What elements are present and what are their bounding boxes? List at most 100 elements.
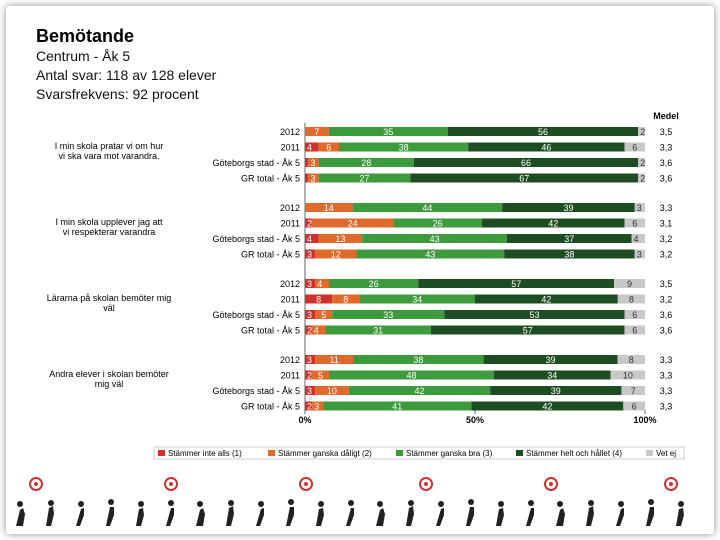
target-icon xyxy=(29,477,678,491)
bar-value-label: 3 xyxy=(637,250,642,260)
bar-segment xyxy=(318,234,363,243)
bar-segment xyxy=(328,127,448,136)
bar-value-label: 56 xyxy=(538,127,548,137)
bar-value-label: 2 xyxy=(307,402,312,412)
response-rate-line: Svarsfrekvens: 92 procent xyxy=(36,86,199,102)
bar-value-label: 57 xyxy=(523,326,533,336)
bar-value-label: 10 xyxy=(327,386,337,396)
bar-value-label: 43 xyxy=(425,250,435,260)
bar-segment xyxy=(475,294,618,304)
row-label: Göteborgs stad - Åk 5 xyxy=(212,386,300,396)
bar-segment xyxy=(444,310,625,319)
bar-segment xyxy=(348,386,491,395)
bar-value-label: 28 xyxy=(361,158,371,168)
bar-segment xyxy=(353,355,484,364)
bar-segment xyxy=(315,279,330,288)
legend-swatch xyxy=(396,450,403,456)
legend-box xyxy=(153,446,685,460)
x-tick-label: 100% xyxy=(633,415,656,425)
bar-segment xyxy=(323,401,472,411)
medel-value: 3,5 xyxy=(660,127,673,137)
bar-segment xyxy=(315,249,357,259)
bar-value-label: 10 xyxy=(623,371,633,381)
bar-value-label: 3 xyxy=(310,158,315,168)
bar-value-label: 13 xyxy=(335,234,345,244)
bar-segment xyxy=(504,249,635,259)
bar-value-label: 67 xyxy=(519,174,529,184)
bar-value-label: 4 xyxy=(634,234,639,244)
bar-value-label: 3 xyxy=(307,310,312,320)
medel-value: 3,3 xyxy=(660,402,673,412)
medel-value: 3,3 xyxy=(660,143,673,153)
bar-segment xyxy=(362,234,507,243)
bar-value-label: 39 xyxy=(546,355,556,365)
medel-value: 3,6 xyxy=(660,326,673,336)
bar-segment xyxy=(305,218,312,228)
bar-value-label: 38 xyxy=(413,355,423,365)
row-label: GR total - Åk 5 xyxy=(241,250,300,260)
bar-segment xyxy=(624,310,645,319)
bar-value-label: 7 xyxy=(631,386,636,396)
question-text: I min skola upplever jag att vi respekter… xyxy=(55,217,163,237)
bar-segment xyxy=(621,386,645,395)
bar-value-label: 8 xyxy=(316,295,321,305)
legend-label: Vet ej xyxy=(656,449,676,458)
bar-segment xyxy=(610,370,645,380)
bar-value-label: 6 xyxy=(632,219,637,229)
bar-segment xyxy=(305,142,319,152)
medel-value: 3,3 xyxy=(660,371,673,381)
bar-value-label: 66 xyxy=(521,158,531,168)
row-label: GR total - Åk 5 xyxy=(241,402,300,412)
bar-segment xyxy=(624,218,645,228)
bar-value-label: 26 xyxy=(369,279,379,289)
bar-segment xyxy=(410,173,639,183)
bar-segment xyxy=(305,294,333,304)
x-tick-label: 50% xyxy=(466,415,484,425)
bar-value-label: 34 xyxy=(412,295,422,305)
bar-segment xyxy=(329,279,419,288)
row-label: GR total - Åk 5 xyxy=(241,326,300,336)
bar-value-label: 8 xyxy=(629,295,634,305)
question-text: Andra elever i skolan bemöter mig väl xyxy=(49,369,169,389)
bar-value-label: 3 xyxy=(307,250,312,260)
legend-label: Stämmer ganska bra (3) xyxy=(406,449,493,458)
bar-segment xyxy=(305,325,312,335)
bar-segment xyxy=(490,386,622,395)
bar-value-label: 2 xyxy=(640,158,645,168)
bar-value-label: 57 xyxy=(511,279,521,289)
bar-value-label: 12 xyxy=(331,250,341,260)
bar-segment xyxy=(305,203,353,212)
bar-segment xyxy=(311,370,330,380)
bar-segment xyxy=(332,294,360,304)
bar-value-label: 3 xyxy=(314,402,319,412)
bar-segment xyxy=(318,158,414,167)
bar-segment xyxy=(617,355,645,364)
bar-value-label: 8 xyxy=(343,295,348,305)
bar-segment xyxy=(634,203,645,212)
bar-segment xyxy=(329,370,494,380)
bar-value-label: 53 xyxy=(529,310,539,320)
row-label: 2012 xyxy=(280,203,300,213)
row-label: GR total - Åk 5 xyxy=(241,174,300,184)
row-label: Göteborgs stad - Åk 5 xyxy=(212,310,300,320)
medel-value: 3,5 xyxy=(660,279,673,289)
bar-value-label: 37 xyxy=(564,234,574,244)
bar-segment xyxy=(305,279,316,288)
bar-value-label: 41 xyxy=(392,402,402,412)
bar-value-label: 6 xyxy=(326,143,331,153)
bar-value-label: 24 xyxy=(348,219,358,229)
bar-value-label: 38 xyxy=(564,250,574,260)
answers-line: Antal svar: 118 av 128 elever xyxy=(36,67,217,83)
bar-segment xyxy=(624,325,645,335)
row-label: 2011 xyxy=(281,143,300,153)
bar-segment xyxy=(318,142,339,152)
bar-value-label: 6 xyxy=(632,326,637,336)
bar-value-label: 33 xyxy=(383,310,393,320)
bar-segment xyxy=(305,386,316,395)
school-line: Centrum - Åk 5 xyxy=(36,48,131,64)
bar-segment xyxy=(315,355,354,364)
bar-segment xyxy=(393,218,482,228)
medel-value: 3,2 xyxy=(660,234,673,244)
bar-segment xyxy=(305,355,316,364)
bar-value-label: 26 xyxy=(433,219,443,229)
